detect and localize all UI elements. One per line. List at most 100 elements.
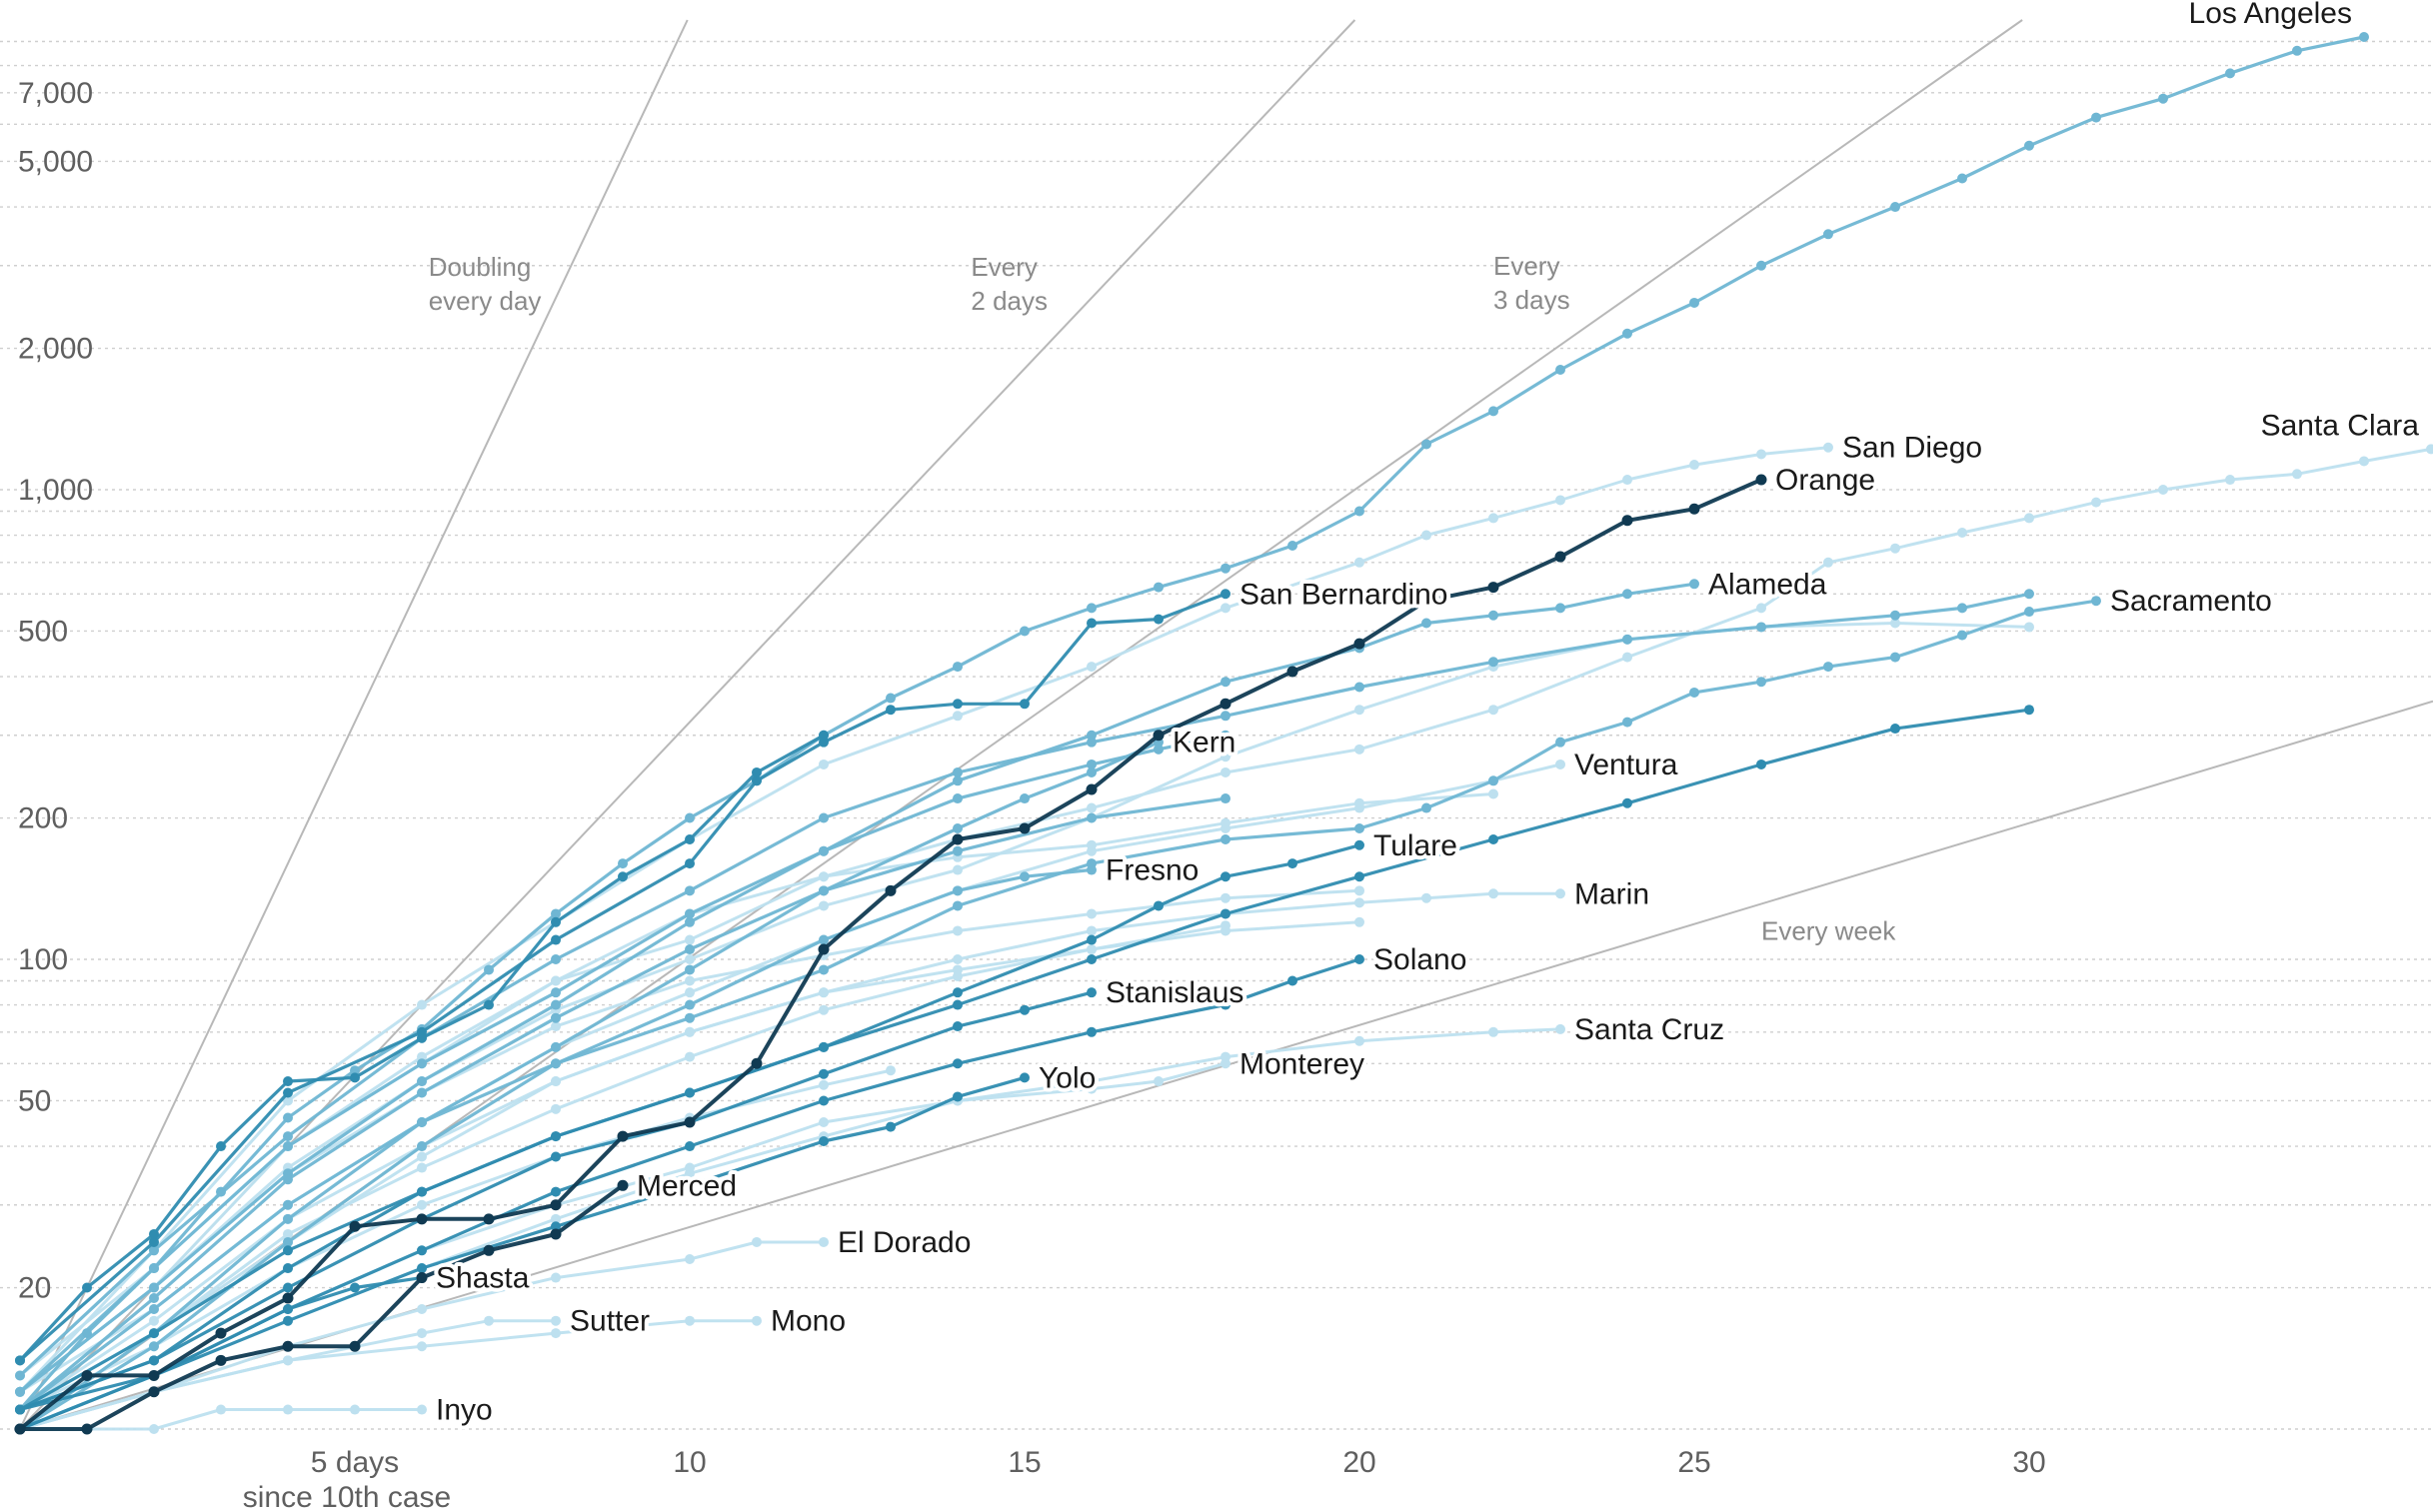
data-point-los-angeles: [350, 1065, 360, 1076]
data-point-santa-clara: [1957, 528, 1967, 539]
data-point-inyo: [350, 1404, 360, 1415]
data-point-county-29: [685, 908, 695, 919]
series-label-los-angeles: Los Angeles: [2189, 0, 2352, 30]
data-point-county-23: [819, 871, 829, 882]
data-point-san-bernardino: [886, 705, 896, 716]
data-point-merced: [550, 1228, 562, 1240]
series-line-el-dorado: [18, 1240, 826, 1431]
data-point-sacramento: [1957, 630, 1967, 641]
data-point-san-diego: [953, 711, 963, 722]
data-point-san-bernardino: [551, 934, 561, 945]
data-point-san-diego: [1354, 557, 1364, 568]
data-point-county-25: [819, 987, 829, 998]
series-line-inyo: [18, 1408, 424, 1431]
data-point-san-bernardino: [149, 1236, 159, 1247]
data-point-santa-clara: [1220, 766, 1230, 777]
data-point-county-33: [1220, 908, 1230, 919]
series-line-county-30: [18, 796, 1227, 1412]
data-point-county-33: [819, 1041, 829, 1052]
series-label-inyo: Inyo: [436, 1394, 493, 1427]
data-point-orange: [617, 1130, 629, 1142]
data-point-orange: [416, 1213, 428, 1225]
data-point-county-28: [283, 1131, 293, 1142]
data-point-san-diego: [1488, 513, 1498, 524]
data-point-county-29: [819, 845, 829, 856]
data-point-county-30: [551, 1012, 561, 1023]
data-point-alameda: [1689, 579, 1699, 590]
data-point-merced: [416, 1272, 428, 1284]
data-point-county-27: [953, 971, 963, 982]
reference-line-1-days: [19, 19, 689, 1430]
data-point-stanislaus: [283, 1282, 293, 1293]
data-point-solano: [953, 1058, 963, 1069]
data-point-county-31: [82, 1282, 92, 1293]
data-point-county-28: [1354, 682, 1364, 693]
y-tick-label: 100: [18, 943, 68, 976]
data-point-county-28: [1890, 610, 1900, 621]
data-point-orange: [1219, 698, 1231, 710]
data-point-ventura: [1555, 758, 1565, 769]
data-point-marin: [1087, 925, 1097, 936]
data-point-county-28: [15, 1370, 25, 1381]
series-label-shasta: Shasta: [436, 1262, 530, 1295]
data-point-los-angeles: [1287, 541, 1297, 552]
data-point-mono: [283, 1355, 293, 1366]
data-point-sacramento: [685, 1012, 695, 1023]
data-point-county-23: [1087, 839, 1097, 850]
data-point-ventura: [685, 987, 695, 998]
data-point-kern: [1087, 766, 1097, 777]
data-point-monterey: [1220, 1058, 1230, 1069]
data-point-mono: [685, 1315, 695, 1326]
data-point-county-23: [1488, 788, 1498, 799]
data-point-county-33: [2024, 705, 2034, 716]
data-point-el-dorado: [819, 1236, 829, 1247]
data-point-orange: [1755, 474, 1767, 486]
data-point-sutter: [484, 1315, 494, 1326]
data-point-los-angeles: [953, 662, 963, 673]
x-axis-sublabel: since 10th case: [243, 1481, 451, 1512]
data-point-orange: [1688, 503, 1700, 515]
data-point-yolo: [417, 1263, 427, 1274]
data-point-county-30: [1220, 793, 1230, 804]
data-point-county-29: [283, 1141, 293, 1152]
series-lines: [14, 32, 2433, 1435]
data-point-orange: [1086, 783, 1098, 795]
data-point-santa-clara: [1622, 652, 1632, 663]
data-point-county-24: [1087, 908, 1097, 919]
data-point-santa-clara: [2426, 444, 2433, 455]
data-point-santa-clara: [1823, 557, 1833, 568]
data-point-alameda: [1622, 589, 1632, 600]
data-point-county-33: [685, 1087, 695, 1098]
data-point-san-diego: [283, 1095, 293, 1106]
data-point-county-31: [149, 1228, 159, 1239]
data-point-solano: [819, 1095, 829, 1106]
series-label-ventura: Ventura: [1574, 749, 1678, 781]
data-point-sacramento: [2091, 596, 2101, 607]
reference-label-1-days: Doubling every day: [429, 252, 542, 316]
data-point-county-27: [685, 1051, 695, 1062]
data-point-san-diego: [1622, 475, 1632, 486]
series-label-orange: Orange: [1775, 464, 1875, 497]
data-point-mono: [551, 1328, 561, 1339]
data-point-yolo: [283, 1315, 293, 1326]
data-point-orange: [684, 1116, 696, 1128]
data-point-county-33: [417, 1186, 427, 1197]
data-point-solano: [417, 1245, 427, 1256]
data-point-monterey: [685, 1162, 695, 1173]
data-point-stanislaus: [1020, 1004, 1030, 1015]
data-point-alameda: [685, 916, 695, 927]
data-point-county-30: [149, 1292, 159, 1303]
x-tick-label: 25: [1677, 1446, 1710, 1479]
y-tick-label: 7,000: [18, 77, 93, 110]
data-point-yolo: [685, 1180, 695, 1191]
data-point-santa-clara: [2292, 469, 2302, 480]
series-label-merced: Merced: [637, 1169, 737, 1202]
data-point-county-33: [1622, 797, 1632, 808]
data-point-county-33: [1488, 834, 1498, 845]
data-point-orange: [550, 1199, 562, 1211]
data-point-sacramento: [1220, 834, 1230, 845]
data-point-el-dorado: [685, 1253, 695, 1264]
series-label-solano: Solano: [1373, 943, 1466, 976]
data-point-marin: [1421, 892, 1431, 903]
data-point-santa-clara: [1756, 603, 1766, 614]
